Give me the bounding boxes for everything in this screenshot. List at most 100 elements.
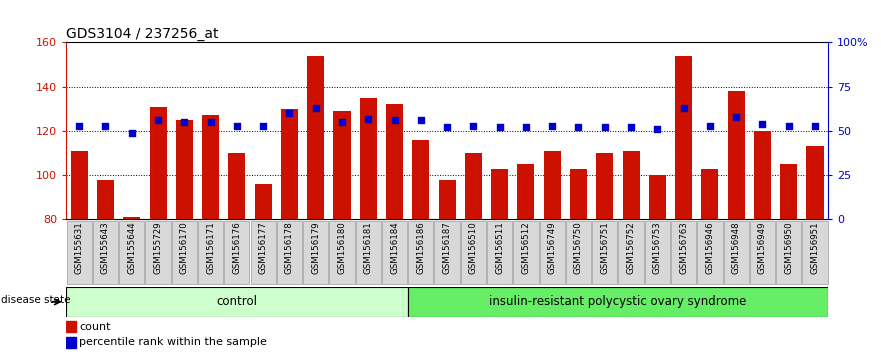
Point <box>414 118 428 123</box>
Point <box>703 123 717 129</box>
Text: GSM156186: GSM156186 <box>417 222 426 274</box>
Bar <box>70 151 88 219</box>
Bar <box>517 164 535 219</box>
Point <box>492 125 507 130</box>
Text: GSM156181: GSM156181 <box>364 222 373 274</box>
FancyBboxPatch shape <box>382 222 407 284</box>
FancyBboxPatch shape <box>723 222 749 284</box>
Text: GSM156184: GSM156184 <box>390 222 399 274</box>
Bar <box>150 107 167 219</box>
FancyBboxPatch shape <box>487 222 512 284</box>
Text: disease state: disease state <box>2 295 70 305</box>
Text: percentile rank within the sample: percentile rank within the sample <box>79 337 267 348</box>
Text: GSM156753: GSM156753 <box>653 222 662 274</box>
Text: GSM156763: GSM156763 <box>679 222 688 274</box>
Point <box>335 119 349 125</box>
Point <box>308 105 322 111</box>
FancyBboxPatch shape <box>277 222 302 284</box>
Bar <box>781 164 797 219</box>
Point <box>755 121 769 127</box>
Bar <box>176 120 193 219</box>
Bar <box>701 169 718 219</box>
Text: GSM156950: GSM156950 <box>784 222 793 274</box>
FancyBboxPatch shape <box>539 222 565 284</box>
Bar <box>754 131 771 219</box>
Text: GSM156949: GSM156949 <box>758 222 767 274</box>
Point <box>545 123 559 129</box>
Point <box>99 123 113 129</box>
FancyBboxPatch shape <box>225 222 249 284</box>
Bar <box>465 153 482 219</box>
Bar <box>491 169 508 219</box>
Bar <box>307 56 324 219</box>
Point <box>177 119 191 125</box>
Point <box>283 110 297 116</box>
Point <box>677 105 691 111</box>
FancyBboxPatch shape <box>592 222 618 284</box>
Text: GSM156180: GSM156180 <box>337 222 346 274</box>
Bar <box>675 56 692 219</box>
Text: GSM156512: GSM156512 <box>522 222 530 274</box>
Point <box>597 125 611 130</box>
Point <box>72 123 86 129</box>
FancyBboxPatch shape <box>697 222 722 284</box>
Bar <box>648 175 666 219</box>
Point <box>204 119 218 125</box>
Text: GSM156751: GSM156751 <box>600 222 610 274</box>
Point <box>466 123 480 129</box>
Bar <box>570 169 587 219</box>
Bar <box>386 104 403 219</box>
Text: GSM156510: GSM156510 <box>469 222 478 274</box>
FancyBboxPatch shape <box>514 222 538 284</box>
Text: GSM156948: GSM156948 <box>731 222 741 274</box>
Point <box>624 125 638 130</box>
FancyBboxPatch shape <box>434 222 460 284</box>
Bar <box>66 287 408 317</box>
Point <box>230 123 244 129</box>
FancyBboxPatch shape <box>408 222 433 284</box>
Text: GSM156511: GSM156511 <box>495 222 504 274</box>
Point <box>650 126 664 132</box>
Point <box>440 125 454 130</box>
Point <box>729 114 744 120</box>
Text: GSM156179: GSM156179 <box>311 222 320 274</box>
Bar <box>333 111 351 219</box>
Point <box>519 125 533 130</box>
Bar <box>255 184 271 219</box>
Text: GSM156946: GSM156946 <box>706 222 714 274</box>
Point <box>781 123 796 129</box>
Text: GSM156750: GSM156750 <box>574 222 583 274</box>
Text: GSM156951: GSM156951 <box>811 222 819 274</box>
Bar <box>439 179 455 219</box>
Point <box>151 118 165 123</box>
Text: GSM156171: GSM156171 <box>206 222 215 274</box>
Text: GSM155631: GSM155631 <box>75 222 84 274</box>
Text: GSM156752: GSM156752 <box>626 222 635 274</box>
Bar <box>202 115 219 219</box>
Bar <box>544 151 561 219</box>
Bar <box>623 151 640 219</box>
FancyBboxPatch shape <box>671 222 696 284</box>
FancyBboxPatch shape <box>461 222 486 284</box>
Text: GSM156177: GSM156177 <box>259 222 268 274</box>
Bar <box>596 153 613 219</box>
FancyBboxPatch shape <box>93 222 118 284</box>
FancyBboxPatch shape <box>198 222 223 284</box>
FancyBboxPatch shape <box>303 222 329 284</box>
Point <box>388 118 402 123</box>
Bar <box>412 140 429 219</box>
FancyBboxPatch shape <box>618 222 644 284</box>
FancyBboxPatch shape <box>803 222 827 284</box>
FancyBboxPatch shape <box>172 222 197 284</box>
Bar <box>806 147 824 219</box>
Text: GDS3104 / 237256_at: GDS3104 / 237256_at <box>66 28 218 41</box>
Text: insulin-resistant polycystic ovary syndrome: insulin-resistant polycystic ovary syndr… <box>489 295 746 308</box>
Text: GSM155643: GSM155643 <box>101 222 110 274</box>
Point <box>808 123 822 129</box>
Point <box>125 130 139 136</box>
FancyBboxPatch shape <box>750 222 775 284</box>
FancyBboxPatch shape <box>645 222 670 284</box>
Text: count: count <box>79 321 111 332</box>
Text: GSM156170: GSM156170 <box>180 222 189 274</box>
Point <box>572 125 586 130</box>
